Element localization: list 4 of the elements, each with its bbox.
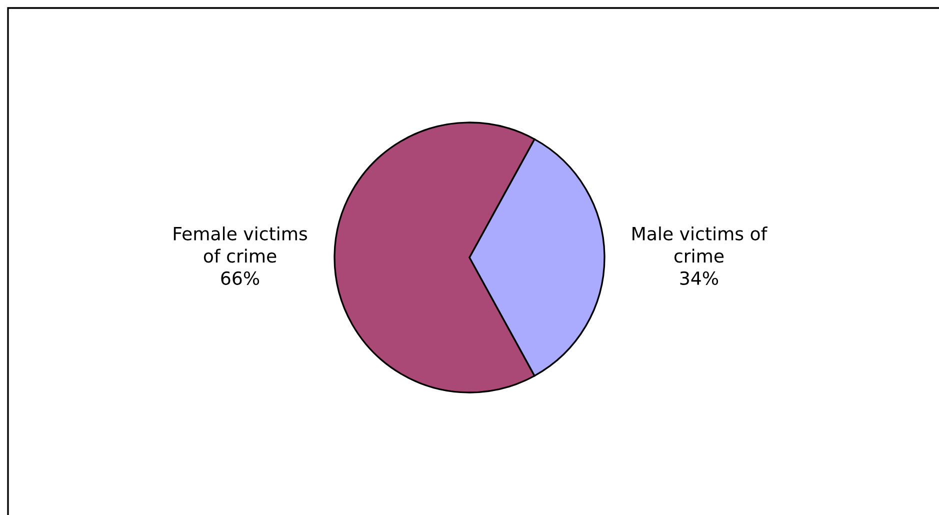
- data-label: 66%: [221, 271, 260, 286]
- slice-label: Male victims of crime: [632, 226, 768, 263]
- slice-label: Female victims of crime: [174, 226, 308, 263]
- data-label: 34%: [680, 271, 718, 286]
